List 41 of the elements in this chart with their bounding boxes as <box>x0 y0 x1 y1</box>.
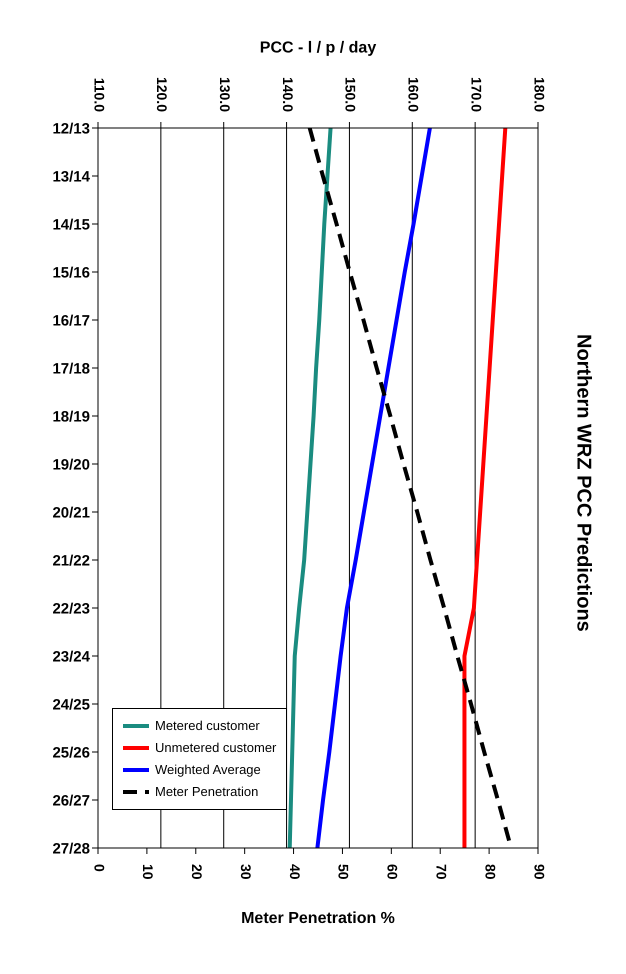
x-tick-label: 70 <box>434 864 450 880</box>
x2-tick-label: 130.0 <box>217 76 234 112</box>
text: Northern WRZ PCC Predictions <box>572 334 594 632</box>
y-tick-label: 25/26 <box>52 744 90 762</box>
y-tick-label: 27/28 <box>52 840 90 858</box>
y-tick-label: 17/18 <box>52 360 90 378</box>
x2-tick-label: 150.0 <box>342 76 359 112</box>
y-tick-label: 26/27 <box>52 792 90 810</box>
x-tick-label: 50 <box>336 864 352 880</box>
x-tick-label: 60 <box>384 864 401 880</box>
y-tick-label: 18/19 <box>52 408 90 426</box>
y-tick-label: 19/20 <box>52 456 90 474</box>
x2-tick-label: 170.0 <box>468 76 484 112</box>
x2-tick-label: 140.0 <box>280 76 296 112</box>
y-tick-label: 22/23 <box>52 600 90 618</box>
y-tick-label: 20/21 <box>52 504 90 522</box>
x2-tick-label: 160.0 <box>406 76 422 112</box>
x2-tick-label: 110.0 <box>91 78 108 112</box>
y-tick-label: 12/13 <box>52 120 90 138</box>
y-tick-label: 14/15 <box>52 216 90 234</box>
x-tick-label: 80 <box>482 864 498 880</box>
y-tick-label: 21/22 <box>52 552 90 570</box>
x-axis-title: Meter Penetration % <box>241 910 395 927</box>
legend-label: Meter Penetration <box>155 783 258 801</box>
y-tick-label: 23/24 <box>52 648 91 666</box>
y-tick-label: 16/17 <box>52 312 90 330</box>
x-tick-label: 20 <box>189 864 206 880</box>
legend-label: Weighted Average <box>155 761 261 779</box>
legend-label: Metered customer <box>155 717 260 735</box>
x2-axis-title: PCC - l / p / day <box>260 39 376 56</box>
x-tick-label: 10 <box>140 864 156 880</box>
y-tick-label: 24/25 <box>52 696 90 714</box>
x-tick-label: 30 <box>238 864 254 880</box>
x-tick-label: 0 <box>91 864 108 872</box>
y-tick-label: 15/16 <box>52 264 90 282</box>
x2-tick-label: 180.0 <box>531 76 548 112</box>
x2-tick-label: 120.0 <box>154 76 170 112</box>
legend-label: Unmetered customer <box>155 739 276 757</box>
y-tick-label: 13/14 <box>52 168 91 186</box>
x-tick-label: 90 <box>531 864 548 880</box>
x-tick-label: 40 <box>286 864 303 880</box>
